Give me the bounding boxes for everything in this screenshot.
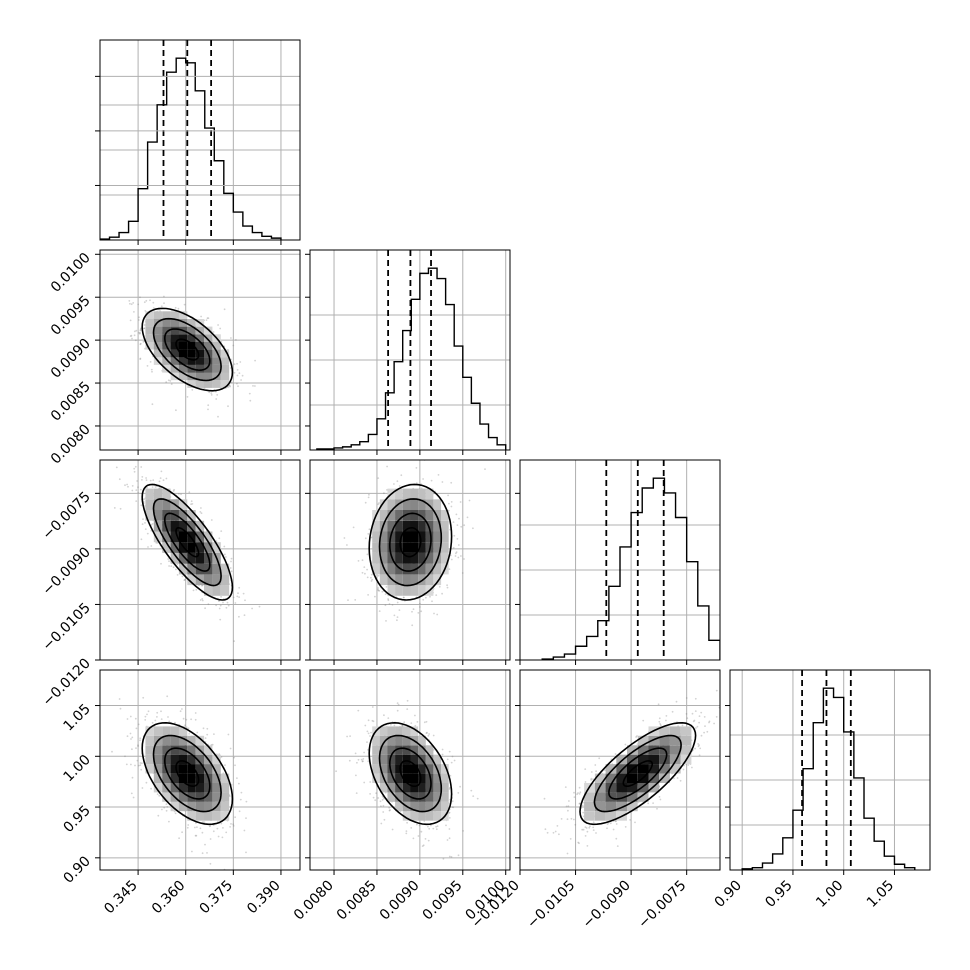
- x-tick-label: 0.345: [101, 878, 141, 918]
- contour-1: [608, 747, 668, 800]
- y-tick-label: −0.0075: [40, 489, 94, 543]
- x-tick-label: 0.95: [762, 878, 795, 911]
- joint-panel-1-2: [305, 459, 511, 665]
- contour-1: [163, 747, 211, 800]
- contour-0: [399, 527, 422, 558]
- x-tick-label: −0.0090: [580, 878, 634, 932]
- x-tick-label: 0.0095: [420, 878, 466, 924]
- marginal-panel-3: 0.90 0.95 1.00 1.05: [712, 669, 931, 911]
- histogram-0: [100, 57, 282, 240]
- x-tick-label: 0.90: [712, 878, 745, 911]
- x-tick-label: 0.0080: [291, 878, 337, 924]
- x-tick-label: 1.05: [864, 878, 897, 911]
- x-tick-label: 0.0090: [377, 878, 423, 924]
- x-tick-label: −0.0105: [524, 878, 578, 932]
- density-shading: [145, 726, 230, 821]
- contour-3: [368, 721, 453, 826]
- contour-1: [163, 328, 211, 372]
- marginal-panel-2: [515, 459, 721, 665]
- contour-1: [388, 747, 432, 800]
- x-tick-label: −0.0075: [635, 878, 689, 932]
- y-tick-label: 0.0090: [48, 336, 94, 382]
- y-tick-label: −0.0105: [40, 600, 94, 654]
- histogram-2: [541, 477, 720, 660]
- contour-0: [175, 527, 200, 558]
- contour-2: [152, 734, 222, 813]
- y-tick-label: −0.0120: [40, 656, 94, 710]
- joint-panel-0-3: 0.345 0.360 0.375 0.390 0.90 0.95 1.00 1.05: [60, 669, 301, 918]
- y-tick-label: 1.05: [60, 701, 93, 734]
- y-tick-label: 0.0080: [48, 421, 94, 467]
- contour-2: [593, 734, 682, 813]
- histogram-1: [316, 267, 507, 450]
- contour-3: [141, 721, 234, 826]
- y-tick-label: 0.0085: [48, 379, 94, 425]
- contour-3: [368, 483, 453, 601]
- contour-3: [141, 307, 234, 392]
- density-shading: [372, 726, 449, 821]
- contour-2: [152, 498, 222, 587]
- y-tick-label: 0.0095: [48, 293, 94, 339]
- x-tick-label: 0.360: [149, 878, 189, 918]
- contour-0: [622, 760, 653, 787]
- density-shading: [372, 488, 449, 596]
- marginal-panel-1: [305, 249, 511, 455]
- x-tick-label: 1.00: [813, 878, 846, 911]
- contour-1: [388, 512, 432, 572]
- marginal-panel-0: [95, 39, 301, 245]
- x-tick-label: 0.0085: [334, 878, 380, 924]
- contour-0: [175, 338, 200, 361]
- contour-0: [175, 760, 200, 787]
- contour-3: [141, 483, 234, 601]
- contour-3: [579, 721, 697, 826]
- x-tick-label: 0.375: [196, 878, 236, 918]
- contour-2: [152, 317, 222, 382]
- histogram-3: [741, 687, 916, 870]
- contour-2: [378, 734, 443, 813]
- x-tick-label: 0.390: [244, 878, 284, 918]
- contour-0: [399, 760, 422, 787]
- y-tick-label: 0.90: [60, 853, 93, 886]
- y-tick-label: 0.0100: [48, 250, 94, 296]
- y-tick-label: −0.0090: [40, 544, 94, 598]
- y-tick-label: 1.00: [60, 752, 93, 785]
- contour-1: [163, 512, 211, 572]
- y-tick-label: 0.95: [60, 803, 93, 836]
- contour-2: [378, 498, 443, 587]
